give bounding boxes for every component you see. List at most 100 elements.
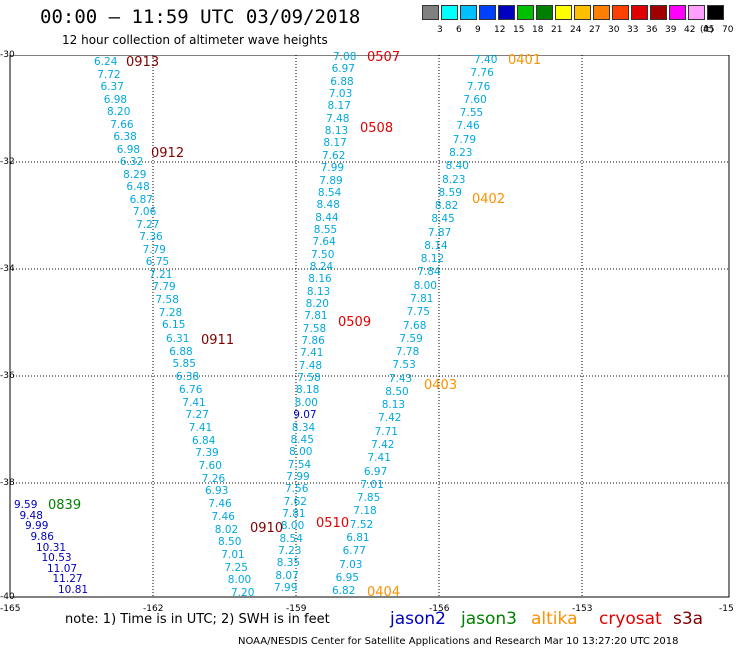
wave-height-point: 8.35 (276, 557, 301, 570)
wave-height-point: 6.37 (100, 81, 124, 93)
wave-height-point: 7.53 (392, 359, 416, 372)
wave-height-point: 7.46 (208, 498, 232, 511)
wave-height-point: 8.12 (420, 253, 445, 266)
wave-height-point: 7.06 (132, 206, 157, 219)
wave-height-point: 7.86 (301, 335, 325, 347)
wave-height-point: 6.76 (179, 383, 203, 396)
wave-height-point: 8.02 (214, 523, 239, 536)
wave-height-point: 7.03 (328, 88, 353, 100)
wave-height-point: 8.20 (107, 106, 131, 119)
wave-height-point: 8.54 (279, 532, 303, 545)
legend-tick-label: 6 (456, 25, 462, 35)
legend-swatch (479, 5, 496, 20)
wave-height-point: 8.82 (434, 200, 459, 212)
wave-height-point: 7.79 (452, 133, 477, 146)
legend-swatch (498, 5, 515, 20)
longitude-label: -162 (143, 604, 164, 614)
wave-height-point: 9.99 (25, 520, 49, 533)
wave-height-point: 7.21 (149, 268, 173, 281)
legend-swatch (669, 5, 686, 20)
time-tag-altika: 0403 (424, 378, 458, 393)
wave-height-point: 6.95 (335, 571, 359, 584)
wave-height-point: 7.26 (201, 472, 226, 485)
wave-height-point: 6.38 (113, 131, 137, 144)
time-tag-altika: 0404 (367, 585, 401, 600)
longitude-label: -159 (286, 604, 307, 614)
wave-height-point: 7.99 (286, 470, 310, 483)
wave-height-point: 8.00 (227, 574, 252, 587)
longitude-label: -165 (0, 604, 21, 614)
wave-height-point: 10.31 (36, 541, 67, 554)
legend-jason3: jason3 (461, 609, 517, 629)
wave-height-point: 7.59 (399, 332, 423, 345)
legend-tick-label: 12 (494, 25, 506, 35)
wave-height-point: 6.31 (166, 333, 190, 345)
legend-tick-label: 3 (437, 25, 443, 35)
time-tag-cryosat: 0510 (316, 516, 350, 531)
wave-height-point: 7.87 (427, 226, 452, 239)
wave-height-point: 5.85 (172, 358, 196, 371)
wave-height-map (9, 55, 730, 598)
legend-swatch (441, 5, 458, 20)
legend-jason2: jason2 (390, 609, 446, 629)
latitude-label: -38 (0, 478, 15, 488)
legend-tick-label: 30 (608, 25, 620, 35)
time-tag-s3a: 0911 (201, 333, 235, 348)
wave-height-point: 7.50 (311, 248, 335, 261)
wave-height-point: 7.81 (410, 293, 434, 305)
latitude-label: -30 (0, 50, 15, 60)
wave-height-point: 8.50 (218, 536, 242, 549)
time-tag-jason3: 0839 (48, 498, 82, 513)
time-tag-altika: 0401 (508, 53, 542, 68)
wave-height-point: 8.00 (280, 520, 305, 533)
wave-height-point: 7.42 (378, 412, 402, 425)
wave-height-point: 7.75 (406, 306, 430, 319)
wave-height-point: 7.08 (333, 51, 357, 63)
wave-height-point: 8.50 (385, 385, 409, 398)
wave-height-point: 7.42 (371, 439, 395, 451)
legend-tick-label: 15 (513, 25, 525, 35)
wave-height-point: 11.07 (47, 562, 78, 575)
wave-height-point: 8.34 (291, 421, 316, 434)
legend-swatch (536, 5, 553, 20)
wave-height-point: 7.68 (403, 319, 427, 332)
wave-height-point: 8.13 (324, 125, 349, 138)
wave-height-point: 7.28 (158, 306, 183, 319)
wave-height-point: 7.43 (388, 372, 413, 385)
wave-height-point: 7.85 (356, 492, 381, 505)
legend-unit: (ft) (700, 25, 714, 35)
wave-height-point: 8.45 (290, 433, 314, 446)
wave-height-point: 7.01 (221, 548, 245, 561)
footnote: note: 1) Time is in UTC; 2) SWH is in fe… (65, 612, 330, 627)
latitude-label: -32 (0, 157, 15, 167)
wave-height-point: 7.41 (188, 421, 213, 434)
wave-height-point: 7.62 (283, 495, 307, 508)
legend-tick-label: 70 (722, 25, 734, 35)
page-title: 00:00 – 11:59 UTC 03/09/2018 (40, 6, 361, 28)
wave-height-point: 6.75 (145, 256, 170, 269)
wave-height-point: 7.60 (198, 460, 222, 472)
legend-tick-label: 18 (532, 25, 544, 35)
legend-tick-label: 27 (589, 25, 601, 35)
wave-height-point: 7.20 (231, 587, 255, 599)
wave-height-point: 7.56 (285, 483, 309, 496)
wave-height-point: 7.79 (142, 243, 166, 256)
legend-swatch (593, 5, 610, 20)
wave-height-point: 6.77 (342, 545, 366, 558)
time-tag-altika: 0402 (472, 192, 506, 207)
wave-height-point: 7.58 (297, 372, 321, 385)
legend-tick-label: 42 (684, 25, 696, 35)
legend-swatch (555, 5, 572, 20)
wave-height-point: 7.46 (456, 120, 480, 133)
wave-height-point: 6.88 (169, 345, 193, 358)
legend-tick-label: 9 (475, 25, 481, 35)
wave-height-point: 10.81 (58, 584, 89, 596)
longitude-label: -15 (719, 604, 734, 614)
wave-height-point: 8.44 (315, 211, 339, 224)
wave-height-point: 7.60 (463, 93, 487, 106)
wave-height-point: 7.58 (155, 294, 179, 306)
legend-swatch (460, 5, 477, 20)
wave-height-point: 8.00 (294, 396, 318, 409)
wave-height-point: 7.78 (395, 346, 420, 359)
wave-height-point: 7.76 (466, 80, 491, 93)
